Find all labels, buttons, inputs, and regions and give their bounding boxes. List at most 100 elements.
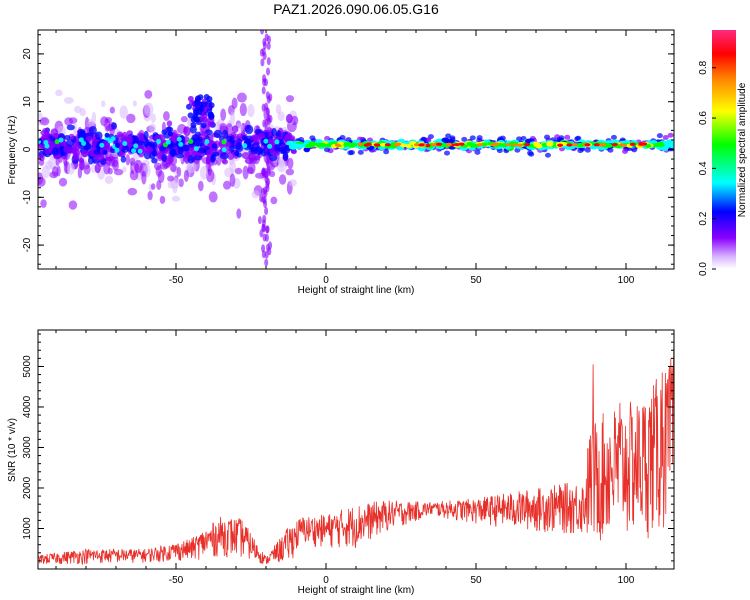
spectral-energy-blob [260, 58, 265, 67]
spectral-energy-blob [541, 142, 549, 147]
snr-ytick-label: 4000 [22, 395, 33, 418]
spectrogram-xtick-label: 50 [470, 275, 482, 286]
spectral-energy-blob [159, 195, 166, 204]
spectrogram-xlabel: Height of straight line (km) [298, 285, 415, 296]
spectrogram-ytick-label: 20 [22, 48, 33, 60]
spectral-energy-blob [318, 142, 326, 147]
spectral-energy-blob [201, 130, 207, 137]
spectral-energy-blob [277, 156, 285, 168]
spectral-energy-blob [64, 134, 71, 141]
spectral-energy-blob [95, 154, 105, 162]
spectral-energy-blob [458, 142, 465, 146]
spectral-energy-blob [357, 142, 364, 146]
spectral-energy-blob [546, 142, 554, 147]
spectral-energy-blob [101, 100, 106, 108]
spectral-energy-blob [236, 208, 242, 219]
spectral-energy-blob [114, 147, 120, 153]
spectral-energy-blob [436, 142, 443, 146]
snr-xtick-label: 0 [323, 575, 329, 586]
spectral-energy-blob [54, 139, 60, 145]
spectral-energy-blob [68, 117, 78, 124]
colorbar-scale [712, 30, 736, 269]
snr-ylabel: SNR (10 * v/v) [7, 418, 18, 482]
colorbar-tick-label: 0.4 [698, 161, 709, 175]
spectral-energy-blob [219, 152, 229, 160]
spectral-energy-blob [167, 181, 173, 189]
spectral-energy-blob [257, 132, 266, 138]
spectral-energy-blob [621, 148, 628, 154]
spectral-energy-blob [324, 147, 331, 153]
spectral-energy-blob [176, 136, 182, 142]
spectral-energy-blob [198, 106, 205, 113]
spectral-energy-blob [257, 216, 262, 225]
spectral-energy-blob [116, 131, 124, 138]
spectral-energy-blob [189, 100, 196, 107]
colorbar-tick-label: 0.8 [698, 60, 709, 74]
spectral-energy-blob [104, 132, 110, 138]
colorbar-tick-label: 0.2 [698, 211, 709, 225]
spectral-energy-blob [146, 146, 154, 153]
spectral-energy-blob [516, 136, 523, 142]
spectral-energy-blob [262, 195, 267, 204]
spectral-energy-blob [81, 149, 90, 157]
spectral-energy-blob [126, 113, 136, 124]
spectral-energy-blob [68, 133, 75, 141]
spectral-energy-blob [94, 163, 101, 174]
colorbar-tick-label: 0.6 [698, 111, 709, 125]
spectrogram-ytick-label: -20 [22, 237, 33, 252]
spectral-energy-blob [208, 191, 218, 203]
spectral-energy-blob [420, 136, 427, 142]
spectral-energy-blob [236, 92, 247, 103]
spectral-energy-blob [261, 167, 266, 176]
spectral-energy-blob [208, 102, 215, 109]
spectral-energy-blob [227, 151, 235, 160]
spectral-energy-blob [91, 140, 97, 147]
spectral-energy-blob [425, 137, 432, 143]
spectral-energy-blob [184, 150, 190, 158]
spectral-energy-blob [656, 141, 664, 146]
spectral-energy-blob [255, 145, 263, 156]
spectral-energy-blob [246, 166, 254, 175]
spectral-energy-blob [605, 143, 613, 148]
spectral-energy-blob [544, 134, 551, 140]
spectral-energy-blob [175, 153, 184, 159]
spectral-energy-blob [445, 142, 452, 146]
spectral-energy-blob [221, 139, 227, 145]
spectral-energy-blob [290, 149, 297, 155]
spectral-energy-blob [127, 187, 138, 196]
spectral-energy-blob [229, 159, 237, 173]
spectral-energy-blob [231, 97, 238, 110]
spectral-energy-blob [214, 121, 221, 132]
spectral-energy-blob [39, 154, 45, 162]
spectral-energy-blob [38, 176, 46, 187]
spectrogram-ytick-label: -10 [22, 190, 33, 205]
spectral-energy-blob [79, 157, 85, 164]
spectral-energy-blob [564, 134, 571, 140]
spectral-energy-blob [144, 102, 154, 117]
spectral-energy-blob [133, 143, 139, 149]
spectral-energy-blob [275, 104, 282, 115]
spectral-energy-blob [109, 106, 115, 114]
spectral-energy-blob [119, 105, 128, 119]
spectral-energy-blob [557, 143, 564, 147]
spectral-energy-blob [278, 174, 287, 185]
spectral-energy-blob [203, 93, 210, 100]
spectral-energy-blob [122, 166, 127, 173]
spectral-energy-blob [58, 137, 64, 143]
spectral-energy-blob [265, 225, 270, 234]
spectral-energy-blob [192, 109, 199, 116]
spectral-energy-blob [252, 134, 260, 142]
spectral-energy-blob [574, 136, 581, 142]
spectral-energy-blob [193, 146, 199, 152]
spectral-energy-blob [466, 141, 474, 146]
spectral-energy-blob [474, 149, 481, 155]
spectral-energy-blob [103, 161, 111, 175]
spectral-energy-blob [261, 47, 266, 56]
spectral-energy-blob [205, 168, 215, 183]
colorbar-tick-label: 0.0 [698, 262, 709, 276]
spectral-energy-blob [199, 116, 206, 123]
spectral-energy-blob [261, 86, 266, 95]
spectral-energy-blob [81, 141, 87, 147]
spectral-energy-blob [216, 156, 222, 166]
spectral-energy-blob [505, 143, 512, 147]
